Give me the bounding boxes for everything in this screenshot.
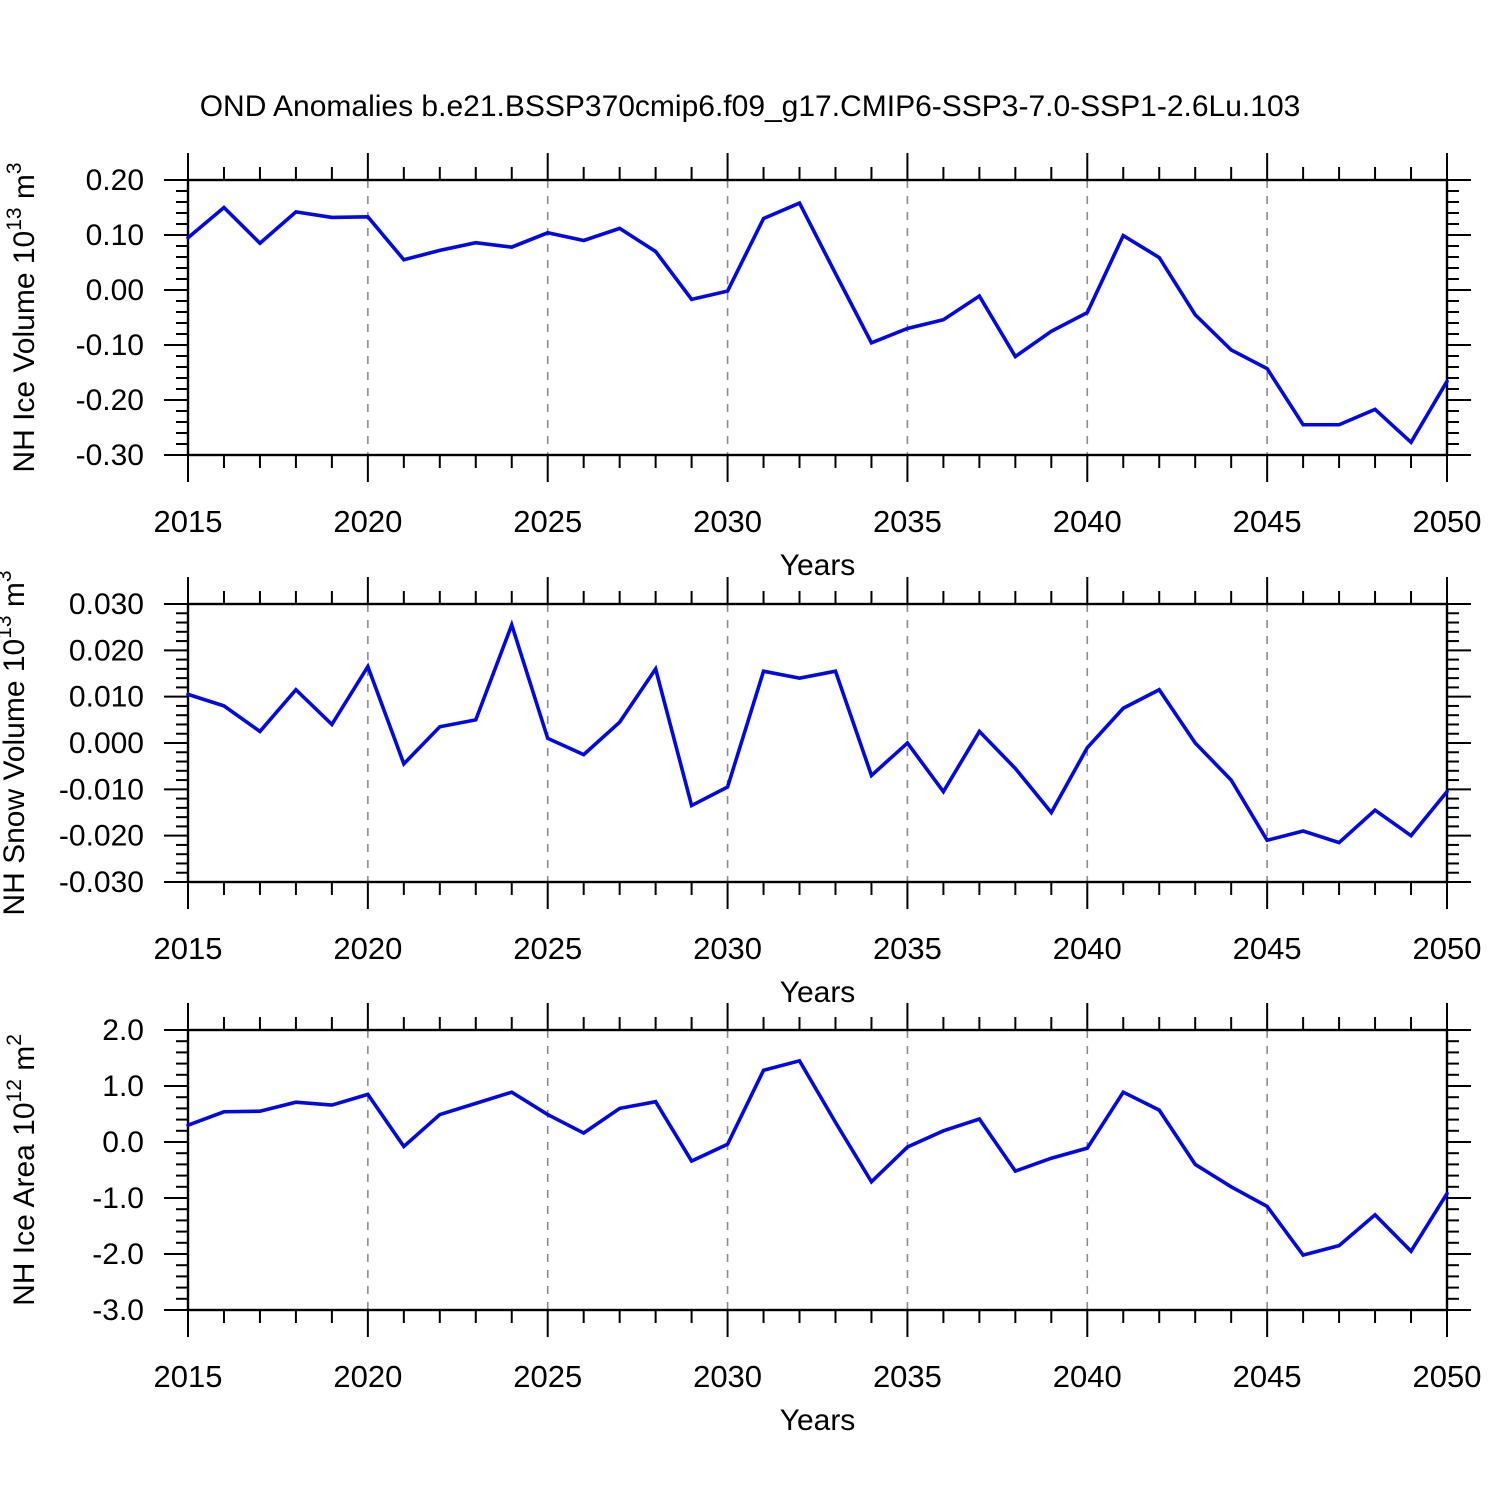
- x-tick-label: 2045: [1233, 504, 1302, 539]
- y-axis-title-ice-area: NH Ice Area 1012 m2: [3, 1034, 41, 1306]
- y-tick-label: -0.20: [76, 384, 144, 417]
- panel-ice-volume: 0.20 0.10 0.00 -0.10 -0.20 -0.30 2015 2020 2025 2…: [3, 153, 1481, 582]
- x-tick-label: 2030: [693, 504, 762, 539]
- x-axis-title: Years: [780, 976, 856, 1009]
- y-tick-label: 0.10: [86, 219, 144, 252]
- y-tick-label: 0.20: [86, 164, 144, 197]
- y-tick-label: 0.0: [102, 1126, 144, 1159]
- y-tick-label: -0.030: [59, 866, 144, 899]
- y-tick-label: 0.010: [69, 681, 144, 714]
- chart-title: OND Anomalies b.e21.BSSP370cmip6.f09_g17…: [199, 90, 1301, 123]
- y-tick-label: -1.0: [92, 1182, 144, 1215]
- y-axis-title-snow-volume: NH Snow Volume 1013 m3: [0, 570, 31, 915]
- y-tick-label: 0.000: [69, 727, 144, 760]
- x-tick-label: 2040: [1053, 1359, 1122, 1394]
- x-tick-label: 2040: [1053, 504, 1122, 539]
- x-tick-label: 2015: [154, 931, 223, 966]
- y-tick-label: 0.00: [86, 274, 144, 307]
- x-tick-label: 2045: [1233, 1359, 1302, 1394]
- x-tick-label: 2035: [873, 504, 942, 539]
- x-tick-label: 2025: [513, 931, 582, 966]
- y-tick-label: 2.0: [102, 1014, 144, 1047]
- x-tick-label: 2015: [154, 1359, 223, 1394]
- plot-frame: [186, 178, 1449, 457]
- ice-volume-series-line: [186, 200, 1449, 446]
- y-tick-label: -0.010: [59, 773, 144, 806]
- x-tick-label: 2020: [333, 504, 402, 539]
- x-tick-label: 2050: [1413, 931, 1482, 966]
- plot-frame: [186, 1028, 1449, 1312]
- x-tick-label: 2050: [1413, 504, 1482, 539]
- x-tick-label: 2030: [693, 1359, 762, 1394]
- x-tick-label: 2025: [513, 504, 582, 539]
- x-tick-label: 2020: [333, 931, 402, 966]
- y-tick-label: -3.0: [92, 1294, 144, 1327]
- y-tick-label: 0.030: [69, 588, 144, 621]
- panel-ice-area: 2.0 1.0 0.0 -1.0 -2.0 -3.0 2015 2020 2025 2030 203…: [3, 1003, 1481, 1437]
- x-tick-label: 2030: [693, 931, 762, 966]
- x-tick-label: 2015: [154, 504, 223, 539]
- panel-snow-volume: 0.030 0.020 0.010 0.000 -0.010 -0.020 -0.030 20…: [0, 570, 1481, 1009]
- x-tick-label: 2035: [873, 931, 942, 966]
- y-axis-title-ice-volume: NH Ice Volume 1013 m3: [3, 162, 41, 472]
- ice-area-series-line: [186, 1058, 1449, 1258]
- x-tick-label: 2035: [873, 1359, 942, 1394]
- y-tick-label: -0.30: [76, 439, 144, 472]
- y-tick-label: -0.020: [59, 820, 144, 853]
- x-tick-label: 2040: [1053, 931, 1122, 966]
- y-tick-label: -0.10: [76, 329, 144, 362]
- x-tick-label: 2050: [1413, 1359, 1482, 1394]
- x-axis-title: Years: [780, 549, 856, 582]
- x-tick-label: 2020: [333, 1359, 402, 1394]
- y-tick-label: -2.0: [92, 1238, 144, 1271]
- snow-volume-series-line: [186, 619, 1449, 845]
- plot-frame: [186, 602, 1449, 884]
- y-tick-label: 1.0: [102, 1070, 144, 1103]
- y-tick-label: 0.020: [69, 634, 144, 667]
- x-axis-title: Years: [780, 1404, 856, 1437]
- x-tick-label: 2025: [513, 1359, 582, 1394]
- x-tick-label: 2045: [1233, 931, 1302, 966]
